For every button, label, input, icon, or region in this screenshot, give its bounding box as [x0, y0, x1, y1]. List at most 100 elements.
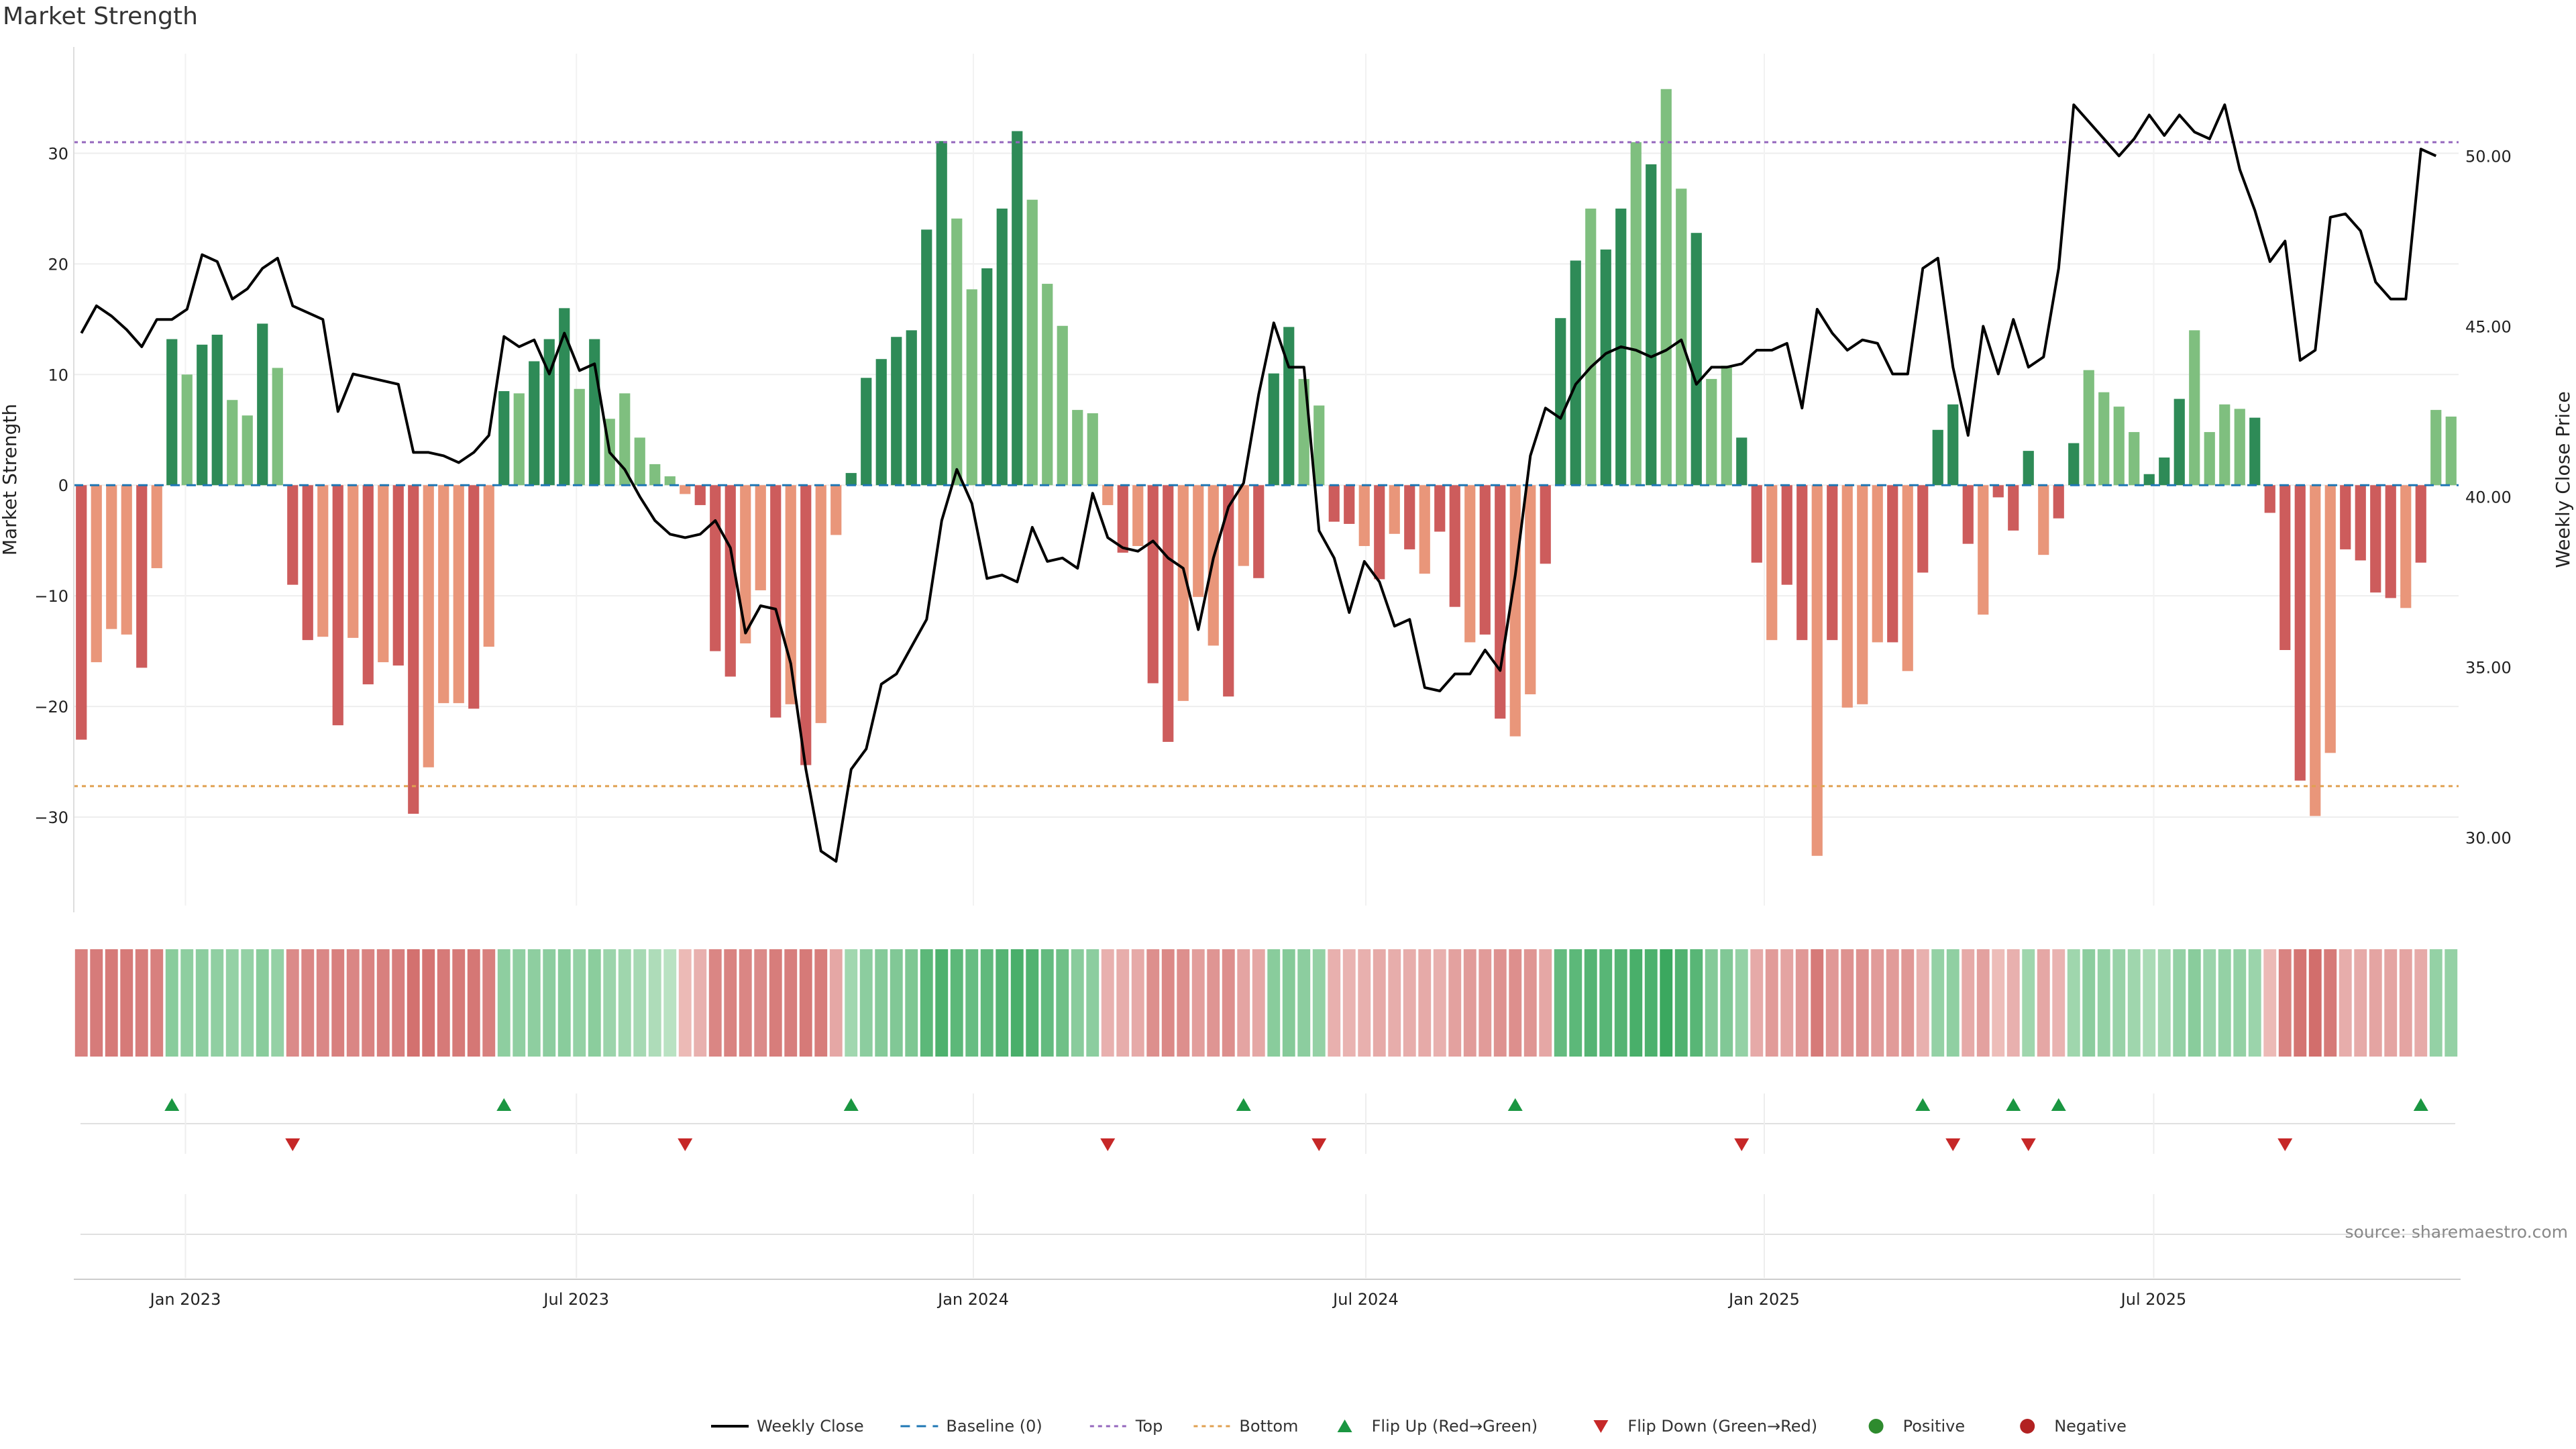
heat-cell: [1660, 949, 1673, 1057]
strength-bar: [1585, 208, 1597, 486]
strength-bar: [2083, 370, 2094, 486]
strength-bar: [1932, 429, 1943, 486]
heat-cell: [920, 949, 933, 1057]
strength-bar: [1026, 199, 1038, 486]
strength-bar: [151, 485, 162, 568]
heat-cell: [376, 949, 390, 1057]
heat-cell: [1539, 949, 1552, 1057]
heat-cell: [557, 949, 571, 1057]
legend-label: Bottom: [1239, 1417, 1298, 1436]
strength-bar: [1525, 485, 1536, 694]
heat-cell: [678, 949, 692, 1057]
strength-bar: [981, 268, 993, 486]
heat-cell: [1312, 949, 1326, 1057]
legend-negative: Negative: [2020, 1417, 2127, 1436]
legend-label: Weekly Close: [757, 1417, 864, 1436]
strength-bar: [453, 485, 464, 704]
strength-bar: [1223, 485, 1234, 697]
legend-label: Flip Down (Green→Red): [1627, 1417, 1817, 1436]
heat-cell: [90, 949, 103, 1057]
heat-cell: [1116, 949, 1130, 1057]
heat-cell: [1297, 949, 1311, 1057]
strength-bar: [1208, 485, 1219, 646]
x-tick-label: Jul 2023: [542, 1290, 609, 1309]
strength-bar: [2174, 398, 2185, 486]
heat-cell: [150, 949, 164, 1057]
heat-cell: [2248, 949, 2261, 1057]
strength-bar: [1570, 260, 1581, 486]
legend-label: Baseline (0): [946, 1417, 1042, 1436]
flip-up-marker: [843, 1098, 859, 1111]
heat-cell: [1222, 949, 1235, 1057]
legend-swatch: [1593, 1420, 1609, 1433]
y-tick-label: −10: [34, 587, 68, 606]
legend-weekly-close: Weekly Close: [711, 1417, 864, 1436]
heat-cell: [708, 949, 722, 1057]
legend-flip-up: Flip Up (Red→Green): [1337, 1417, 1538, 1436]
heat-cell: [2157, 949, 2171, 1057]
heat-cell: [1811, 949, 1824, 1057]
strength-bar: [724, 485, 736, 677]
heat-cell: [618, 949, 631, 1057]
strength-bar: [1690, 233, 1702, 486]
source-note: source: sharemaestro.com: [2345, 1222, 2569, 1242]
heat-cell: [1644, 949, 1658, 1057]
heat-cell: [1705, 949, 1718, 1057]
strength-bar: [2385, 485, 2396, 598]
strength-bar: [347, 485, 359, 638]
reference-lines: [74, 141, 2459, 788]
strength-bar: [1872, 485, 1883, 643]
strength-bar: [574, 388, 585, 486]
heat-cell: [225, 949, 239, 1057]
heat-cell: [754, 949, 767, 1057]
strength-bar: [197, 344, 208, 486]
heat-cell: [2324, 949, 2337, 1057]
heat-cell: [905, 949, 918, 1057]
strength-bar: [76, 485, 87, 740]
strength-bar: [1132, 485, 1144, 546]
heat-cell: [527, 949, 541, 1057]
strength-bar: [362, 485, 374, 685]
heat-cell: [392, 949, 405, 1057]
strength-bar: [559, 308, 570, 486]
strength-bar: [2068, 443, 2080, 486]
heat-cell: [2354, 949, 2367, 1057]
heat-cell: [74, 949, 88, 1057]
strength-bar: [770, 485, 782, 718]
heat-cell: [1795, 949, 1809, 1057]
heat-cell: [2006, 949, 2020, 1057]
heat-cell: [1554, 949, 1567, 1057]
weekly-close-line: [80, 103, 2437, 863]
heat-cell: [1358, 949, 1371, 1057]
strength-bar: [378, 485, 389, 663]
flip-up-marker: [164, 1098, 180, 1111]
heat-cell: [497, 949, 511, 1057]
flip-up-marker: [1236, 1098, 1251, 1111]
strength-bar: [332, 485, 343, 726]
heat-cell: [1146, 949, 1160, 1057]
strength-bar: [1781, 485, 1792, 585]
flip-down-marker: [2021, 1138, 2036, 1151]
axis-layer: −30 −20 −10 0 10 20 30 30.00 35.00 40.00 45.00 50.0…: [0, 47, 2574, 912]
strength-bar: [1313, 405, 1325, 486]
heat-cell: [362, 949, 375, 1057]
flip-up-marker: [2006, 1098, 2021, 1111]
y2-tick-label: 35.00: [2465, 658, 2512, 677]
strength-bar: [1193, 485, 1204, 597]
strength-bar: [1902, 485, 1913, 672]
heat-cell: [980, 949, 994, 1057]
heat-cell: [648, 949, 661, 1057]
y-axis-label: Market Strength: [0, 404, 21, 555]
heat-cell: [1403, 949, 1416, 1057]
strength-bar: [1358, 485, 1370, 546]
strength-bar: [1072, 410, 1083, 486]
strength-bar: [2249, 417, 2261, 486]
strength-bar: [1992, 485, 2004, 498]
strength-bar: [1887, 485, 1898, 643]
heat-cell: [859, 949, 873, 1057]
strength-bar: [996, 208, 1008, 486]
heat-cell: [845, 949, 858, 1057]
strength-bar: [740, 485, 751, 644]
heat-cell: [1780, 949, 1794, 1057]
strength-bar: [529, 361, 540, 486]
